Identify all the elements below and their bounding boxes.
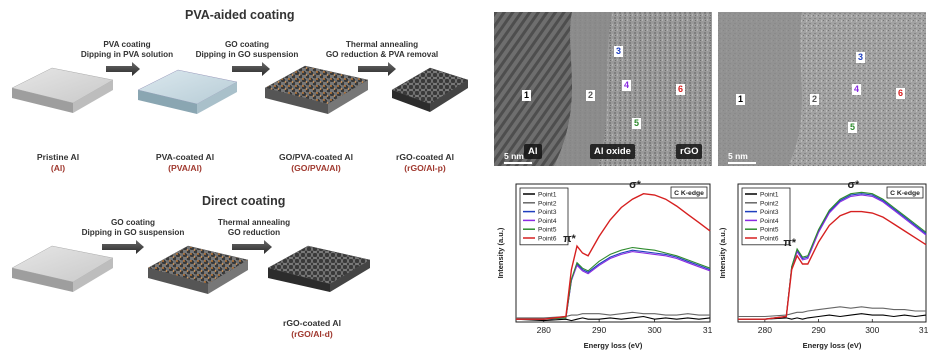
caption-rgo-coated-al-p: rGO-coated Al (rGO/Al-p): [396, 152, 454, 173]
go-pva-coated-al-plate: [264, 65, 369, 114]
legend-label-point5: Point5: [760, 227, 779, 234]
series-line-point1: [738, 313, 927, 320]
tem-right-scale-bar: 5 nm: [728, 151, 756, 164]
y-axis-label: Intensity (a.u.): [496, 227, 505, 278]
region-label-al: Al: [524, 144, 542, 159]
tem-right-point-3: 3: [856, 52, 866, 63]
tem-left-point-2: 2: [586, 90, 596, 101]
rgo-coated-al-d-plate: [267, 245, 371, 292]
x-tick-label: 280: [537, 325, 551, 335]
tem-right-point-6: 6: [896, 88, 906, 99]
tem-right-point-4: 4: [852, 84, 862, 95]
caption-go-pva-coated-al: GO/PVA-coated Al (GO/PVA/Al): [278, 152, 353, 173]
step-go-coating-label: GO coating Dipping in GO suspension: [195, 40, 299, 59]
direct-arrow-thermal-annealing: [232, 240, 272, 254]
legend-label-point5: Point5: [538, 227, 557, 234]
schematic-graphics: [11, 62, 469, 294]
legend-label-point6: Point6: [538, 236, 557, 243]
legend-label-point6: Point6: [760, 236, 779, 243]
series-line-point6: [516, 192, 711, 320]
edge-label-box: [886, 186, 924, 199]
x-tick-label: 290: [811, 325, 825, 335]
series-line-point1: [515, 315, 711, 322]
direct-pristine-al-plate: [11, 245, 114, 292]
tem-image-left: 1 2 3 4 5 6 Al Al oxide rGO 5 nm: [494, 12, 712, 166]
direct-step-go-coating-label: GO coating Dipping in GO suspension: [81, 218, 185, 237]
sigma-star-annotation: σ*: [629, 180, 642, 191]
pi-star-annotation: π*: [783, 237, 796, 249]
legend-box: [741, 187, 791, 246]
caption-pva-coated-al: PVA-coated Al (PVA/Al): [155, 152, 215, 173]
tem-right-point-1: 1: [736, 94, 746, 105]
edge-label-box: [670, 186, 708, 199]
direct-section-title: Direct coating: [202, 194, 286, 208]
sigma-star-annotation: σ*: [847, 180, 860, 191]
legend-label-point4: Point4: [538, 218, 557, 225]
pristine-al-plate: [11, 67, 114, 113]
x-tick-label: 300: [647, 325, 661, 335]
tem-left-point-6: 6: [676, 84, 686, 95]
series-line-point5: [516, 246, 711, 320]
edge-label: C K-edge: [674, 190, 704, 197]
edge-label: C K-edge: [890, 190, 920, 197]
legend-label-point2: Point2: [760, 200, 779, 207]
series-line-point6: [738, 210, 927, 320]
tem-left-point-3: 3: [614, 46, 624, 57]
x-tick-label: 280: [758, 325, 772, 335]
caption-pristine-al: Pristine Al (Al): [36, 152, 80, 173]
step-thermal-annealing-label: Thermal annealing GO reduction & PVA rem…: [325, 40, 439, 59]
arrow-go-coating: [232, 62, 270, 76]
x-tick-label: 290: [592, 325, 606, 335]
legend-label-point2: Point2: [538, 200, 557, 207]
arrow-pva-coating: [106, 62, 140, 76]
eels-chart-right: 280 290 300 310 Energy loss (eV) Intensity (a…: [718, 180, 928, 350]
x-axis-label: Energy loss (eV): [584, 341, 643, 350]
legend-label-point3: Point3: [538, 209, 557, 216]
direct-arrow-go-coating: [102, 240, 144, 254]
tem-left-point-5: 5: [632, 118, 642, 129]
arrow-thermal-annealing: [358, 62, 396, 76]
tem-right-point-2: 2: [810, 94, 820, 105]
series-line-point2: [516, 311, 710, 319]
tem-image-right: 1 2 3 4 5 6 5 nm: [718, 12, 926, 166]
tem-left-point-4: 4: [622, 80, 632, 91]
y-axis-label: Intensity (a.u.): [718, 227, 727, 278]
step-pva-coating-label: PVA coating Dipping in PVA solution: [80, 40, 174, 59]
x-tick-label: 310: [703, 325, 712, 335]
legend-label-point4: Point4: [760, 218, 779, 225]
legend-label-point1: Point1: [760, 192, 779, 199]
tem-left-point-1: 1: [522, 90, 532, 101]
tem-right-point-5: 5: [848, 122, 858, 133]
legend-label-point3: Point3: [760, 209, 779, 216]
pi-star-annotation: π*: [563, 233, 576, 245]
direct-go-coated-al-plate: [147, 245, 249, 294]
tem-left-scale-bar: 5 nm: [504, 151, 532, 164]
caption-rgo-coated-al-d: rGO-coated Al (rGO/Al-d): [283, 318, 341, 339]
eels-chart-left: 280 290 300 310 Energy loss (eV) Intensity (a…: [496, 180, 712, 350]
series-line-point2: [738, 306, 926, 318]
pva-coated-al-plate: [137, 69, 238, 114]
rgo-coated-al-p-plate: [391, 67, 469, 112]
direct-step-thermal-annealing-label: Thermal annealing GO reduction: [217, 218, 291, 237]
region-label-rgo: rGO: [676, 144, 703, 159]
legend-box: [519, 187, 569, 246]
legend-label-point1: Point1: [538, 192, 557, 199]
x-tick-label: 310: [919, 325, 928, 335]
x-axis-label: Energy loss (eV): [803, 341, 862, 350]
region-label-al-oxide: Al oxide: [590, 144, 635, 159]
pva-section-title: PVA-aided coating: [185, 8, 295, 22]
x-tick-label: 300: [865, 325, 879, 335]
